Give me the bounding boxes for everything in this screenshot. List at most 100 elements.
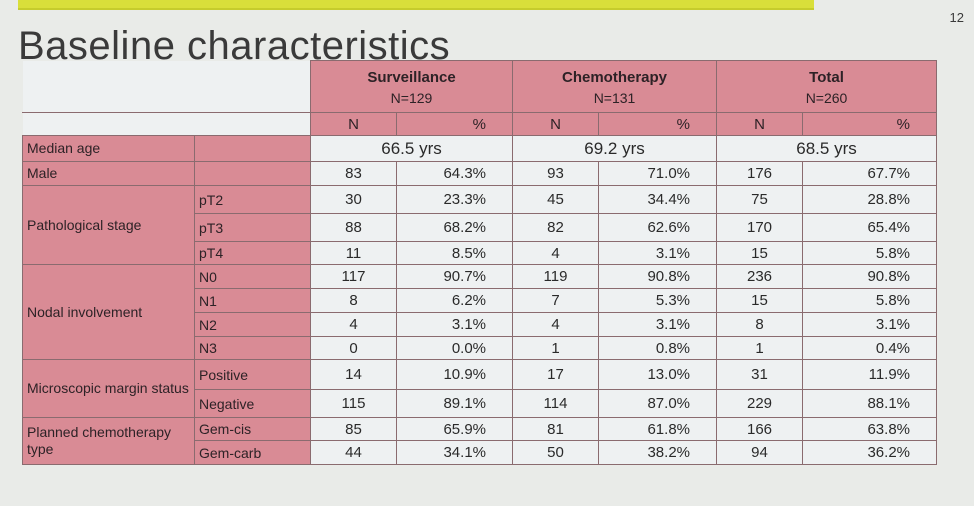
table-row: Gem-carb 44 34.1% 50 38.2% 94 36.2%	[23, 440, 938, 465]
cell-pct: 6.2%	[395, 288, 514, 313]
median-age-surveillance: 66.5 yrs	[309, 135, 514, 162]
cell-n: 81	[512, 417, 600, 441]
table-row: Nodal involvement N0 117 90.7% 119 90.8%…	[22, 264, 938, 360]
cell-pct: 63.8%	[802, 417, 938, 441]
cell-pct: 87.0%	[598, 389, 718, 418]
accent-bar	[18, 0, 814, 10]
median-age-total: 68.5 yrs	[716, 135, 938, 162]
cell-pct: 68.2%	[395, 213, 514, 242]
cell-pct: 23.3%	[395, 185, 514, 214]
cell-n: 15	[716, 241, 804, 265]
cell-n: 170	[716, 213, 804, 242]
cell-pct: 0.4%	[802, 336, 938, 360]
table-row: Pathological stage pT2 30 23.3% 45 34.4%…	[22, 185, 938, 265]
cell-n: 75	[716, 185, 804, 214]
cell-n: 4	[512, 312, 600, 337]
cell-n: 82	[512, 213, 600, 242]
cell-pct: 89.1%	[395, 389, 514, 418]
cell-n: 8	[716, 312, 804, 337]
cell-pct: 5.8%	[802, 241, 938, 265]
cell-pct: 10.9%	[395, 359, 514, 390]
cell-pct: 36.2%	[802, 440, 938, 465]
group-name: Chemotherapy	[562, 69, 668, 86]
cell-pct: 5.8%	[802, 288, 938, 313]
cell-pct: 5.3%	[598, 288, 718, 313]
row-label-nodal-involvement: Nodal involvement	[22, 264, 195, 360]
cell-n: 44	[310, 440, 397, 465]
group-n: N=131	[593, 90, 636, 106]
row-sublabel: N0	[194, 264, 311, 289]
group-header-chemotherapy: Chemotherapy N=131	[512, 60, 718, 113]
slide-number: 12	[949, 10, 964, 25]
cell-pct: 3.1%	[598, 241, 718, 265]
cell-n: 119	[512, 264, 600, 289]
cell-n: 1	[716, 336, 804, 360]
cell-n: 93	[512, 161, 600, 186]
cell-n: 50	[512, 440, 600, 465]
table-row: Male 83 64.3% 93 71.0% 176 67.7%	[22, 161, 938, 186]
cell-n: 17	[512, 359, 600, 390]
cell-n: 94	[716, 440, 804, 465]
cell-pct: 90.7%	[395, 264, 514, 289]
cell-n: 83	[310, 161, 397, 186]
cell-n: 11	[310, 241, 397, 265]
cell-pct: 71.0%	[598, 161, 718, 186]
cell-n: 0	[310, 336, 397, 360]
subheader-row: N % N % N %	[22, 112, 938, 136]
cell-pct: 28.8%	[802, 185, 938, 214]
row-sublabel: pT4	[194, 241, 311, 265]
table-row: pT3 88 68.2% 82 62.6% 170 65.4%	[23, 213, 938, 242]
cell-pct: 61.8%	[598, 417, 718, 441]
cell-n: 30	[310, 185, 397, 214]
cell-pct: 3.1%	[802, 312, 938, 337]
table-row: Planned chemotherapy type Gem-cis 85 65.…	[22, 417, 938, 465]
cell-pct: 34.4%	[598, 185, 718, 214]
cell-n: 4	[512, 241, 600, 265]
cell-n: 229	[716, 389, 804, 418]
group-name: Total	[809, 69, 844, 86]
table-row: Median age 66.5 yrs 69.2 yrs 68.5 yrs	[22, 135, 938, 162]
cell-n: 166	[716, 417, 804, 441]
subheader-pct: %	[598, 112, 718, 136]
group-name: Surveillance	[367, 69, 456, 86]
group-header-surveillance: Surveillance N=129	[309, 60, 514, 113]
row-sublabel: Negative	[194, 389, 311, 418]
cell-n: 15	[716, 288, 804, 313]
baseline-table: Surveillance N=129 Chemotherapy N=131 To…	[22, 60, 938, 465]
subheader-pct: %	[395, 112, 514, 136]
cell-n: 115	[310, 389, 397, 418]
cell-n: 117	[310, 264, 397, 289]
table-row: N2 4 3.1% 4 3.1% 8 3.1%	[23, 312, 938, 337]
group-n: N=260	[805, 90, 848, 106]
cell-pct: 0.0%	[395, 336, 514, 360]
cell-pct: 67.7%	[802, 161, 938, 186]
cell-pct: 65.9%	[395, 417, 514, 441]
cell-n: 85	[310, 417, 397, 441]
row-sublabel: pT3	[194, 213, 311, 242]
cell-n: 31	[716, 359, 804, 390]
cell-n: 236	[716, 264, 804, 289]
cell-pct: 65.4%	[802, 213, 938, 242]
cell-pct: 62.6%	[598, 213, 718, 242]
subheader-pct: %	[802, 112, 938, 136]
cell-n: 176	[716, 161, 804, 186]
row-sublabel-blank	[194, 135, 311, 162]
header-blank	[22, 60, 311, 113]
table-row: pT4 11 8.5% 4 3.1% 15 5.8%	[23, 241, 938, 265]
group-header-row: Surveillance N=129 Chemotherapy N=131 To…	[22, 60, 938, 113]
subheader-n: N	[310, 112, 397, 136]
cell-n: 7	[512, 288, 600, 313]
cell-pct: 90.8%	[802, 264, 938, 289]
cell-pct: 3.1%	[395, 312, 514, 337]
table-row: Negative 115 89.1% 114 87.0% 229 88.1%	[23, 389, 938, 418]
row-label-chemotherapy-type: Planned chemotherapy type	[22, 417, 195, 465]
cell-pct: 64.3%	[395, 161, 514, 186]
cell-pct: 13.0%	[598, 359, 718, 390]
group-n: N=129	[390, 90, 433, 106]
subheader-blank	[22, 112, 311, 136]
row-label-median-age: Median age	[22, 135, 195, 162]
table-row: N1 8 6.2% 7 5.3% 15 5.8%	[23, 288, 938, 313]
cell-pct: 34.1%	[395, 440, 514, 465]
row-sublabel: N1	[194, 288, 311, 313]
row-label-margin-status: Microscopic margin status	[22, 359, 195, 418]
